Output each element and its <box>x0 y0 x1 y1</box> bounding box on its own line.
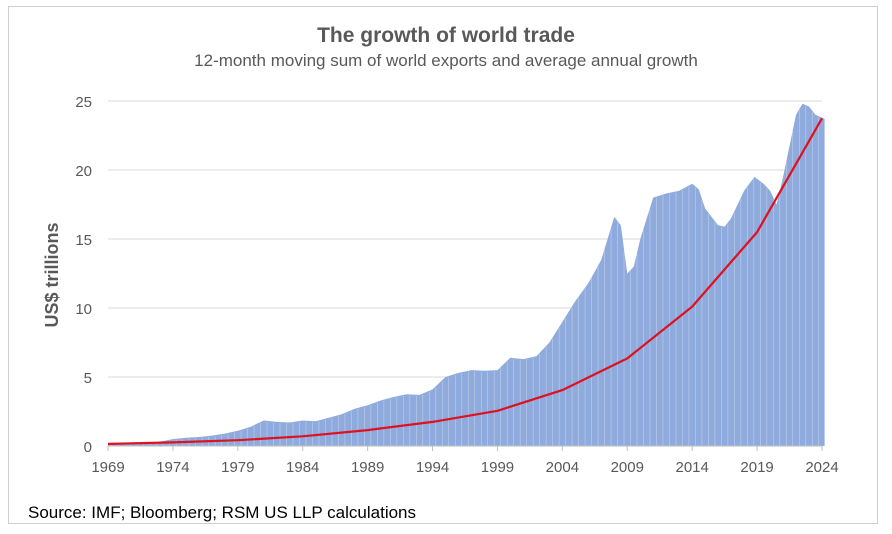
exports-area-series <box>108 103 825 447</box>
y-tick-label: 5 <box>84 370 92 387</box>
y-tick-label: 0 <box>84 439 92 456</box>
growth-trend-line <box>107 117 823 445</box>
x-tick-label: 2009 <box>611 459 644 476</box>
x-tick-label: 2024 <box>805 459 838 476</box>
x-tick-label: 1984 <box>286 459 319 476</box>
x-tick-label: 2004 <box>546 459 579 476</box>
growth-trend-series <box>107 117 823 445</box>
axes: 0 5 10 15 20 25 1969 1974 1979 1984 1989 1994 1999 20… <box>75 94 838 476</box>
x-tick-label: 1969 <box>91 459 124 476</box>
x-tick-label: 1979 <box>221 459 254 476</box>
chart-frame <box>8 6 878 524</box>
y-tick-label: 25 <box>75 94 92 111</box>
y-tick-label: 20 <box>75 163 92 180</box>
x-tick-label: 1974 <box>156 459 189 476</box>
source-note: Source: IMF; Bloomberg; RSM US LLP calcu… <box>28 503 417 522</box>
chart-title: The growth of world trade <box>317 24 575 47</box>
chart-subtitle: 12-month moving sum of world exports and… <box>194 51 698 70</box>
x-tick-label: 2014 <box>675 459 708 476</box>
y-axis-label: US$ trillions <box>42 222 62 327</box>
exports-area <box>108 103 825 447</box>
x-tick-label: 1994 <box>416 459 449 476</box>
x-tick-label: 1999 <box>481 459 514 476</box>
x-tick-label: 2019 <box>740 459 773 476</box>
y-tick-label: 10 <box>75 301 92 318</box>
x-tick-label: 1989 <box>351 459 384 476</box>
area-stripes <box>110 106 820 446</box>
y-tick-label: 15 <box>75 232 92 249</box>
